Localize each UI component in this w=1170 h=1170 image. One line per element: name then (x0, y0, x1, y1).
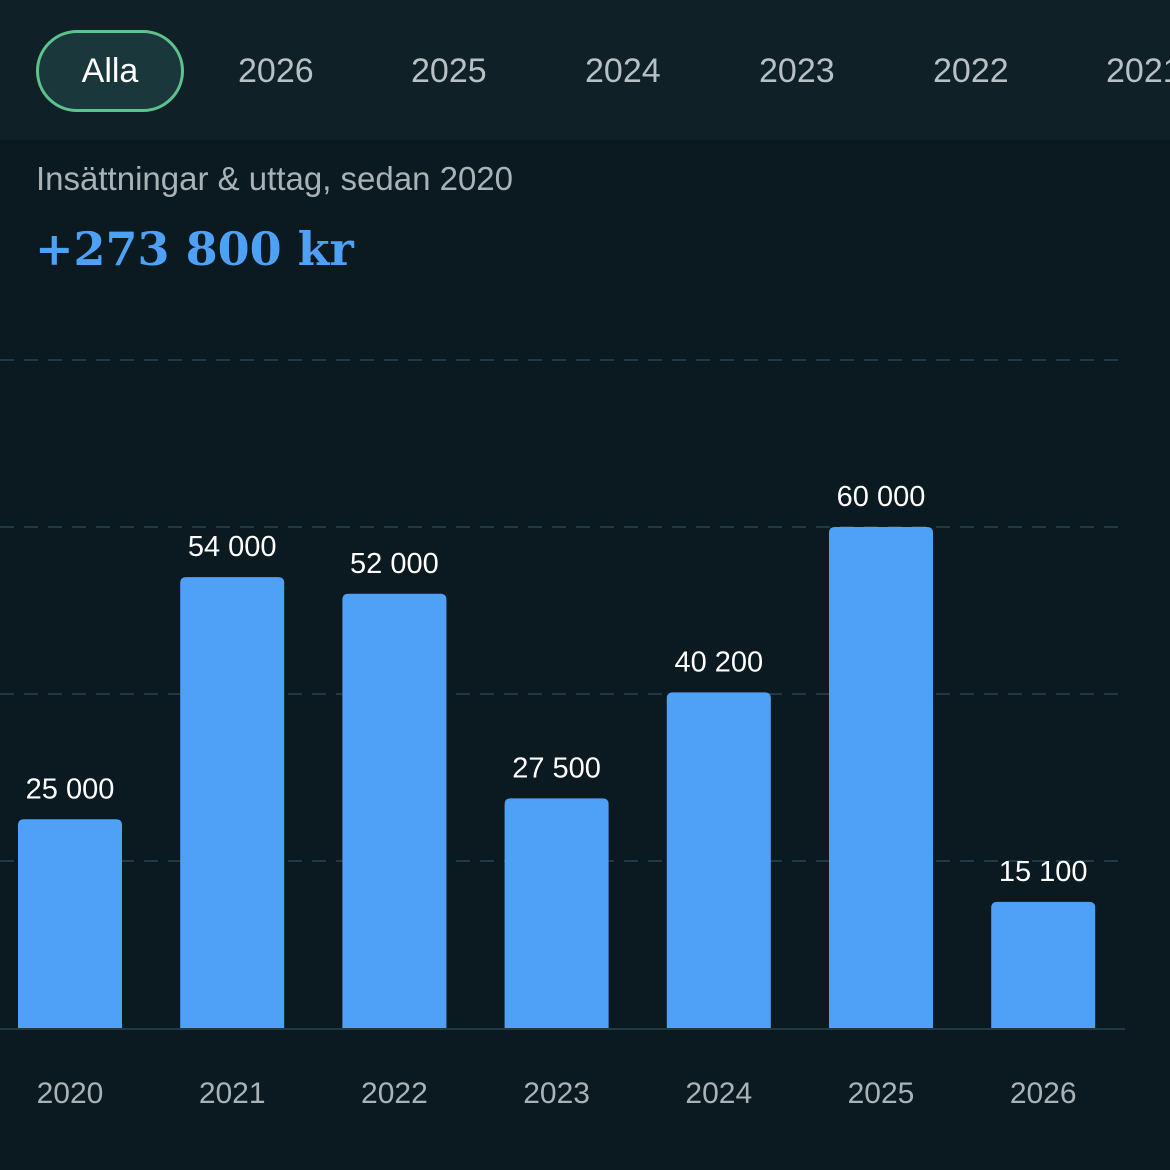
tab-2026[interactable]: 2026 (238, 52, 314, 90)
bar-2020[interactable] (18, 819, 122, 1028)
tab-2024[interactable]: 2024 (585, 52, 661, 90)
bar-2025[interactable] (829, 527, 933, 1028)
bar-2021[interactable] (180, 577, 285, 1028)
total-amount: +273 800 kr (35, 222, 354, 276)
data-label-2022: 52 000 (350, 548, 439, 580)
year-filter-tabs: Alla 2026 2025 2024 2023 2022 2021 (0, 0, 1170, 140)
x-tick-label-2025: 2025 (848, 1077, 915, 1110)
x-tick-label-2024: 2024 (685, 1077, 752, 1110)
data-label-2024: 40 200 (674, 646, 763, 678)
data-label-2026: 15 100 (999, 856, 1088, 888)
data-label-2025: 60 000 (837, 481, 926, 513)
tab-2025[interactable]: 2025 (411, 52, 487, 90)
x-tick-label-2021: 2021 (199, 1077, 266, 1110)
x-tick-label-2026: 2026 (1010, 1077, 1077, 1110)
bar-2024[interactable] (666, 692, 771, 1028)
tab-2023[interactable]: 2023 (759, 52, 835, 90)
bar-2022[interactable] (342, 593, 447, 1028)
chart-subtitle: Insättningar & uttag, sedan 2020 (36, 160, 514, 197)
x-tick-label-2023: 2023 (523, 1077, 590, 1110)
bar-2023[interactable] (504, 798, 609, 1028)
data-label-2021: 54 000 (188, 531, 277, 563)
data-label-2020: 25 000 (26, 773, 115, 805)
tab-2022[interactable]: 2022 (933, 52, 1009, 90)
tab-all[interactable]: Alla (36, 30, 184, 112)
data-label-2023: 27 500 (512, 752, 601, 784)
bar-2026[interactable] (991, 901, 1096, 1028)
x-tick-label-2020: 2020 (37, 1077, 104, 1110)
tab-2021[interactable]: 2021 (1106, 52, 1170, 90)
x-tick-label-2022: 2022 (361, 1077, 428, 1110)
